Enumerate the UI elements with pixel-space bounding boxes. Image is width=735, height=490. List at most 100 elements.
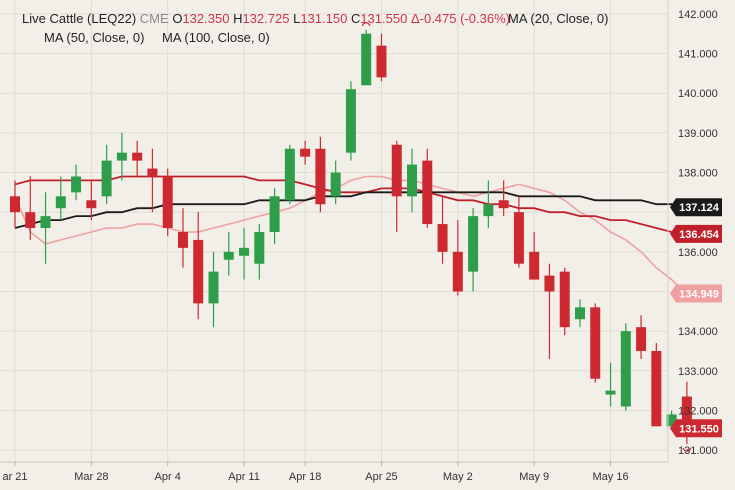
symbol-name: Live Cattle (LEQ22): [22, 11, 137, 26]
candle-up: [284, 144, 295, 205]
candle-body: [636, 327, 647, 351]
candle-body: [361, 33, 372, 86]
candle-down: [376, 33, 387, 82]
candle-body: [681, 396, 692, 429]
candle-up: [620, 323, 631, 411]
candle-up: [605, 362, 616, 407]
high-marker: [361, 22, 371, 27]
candle-body: [529, 251, 540, 280]
candle-body: [177, 231, 188, 248]
candle-up: [208, 251, 219, 328]
y-tick-label: 139.000: [678, 128, 718, 140]
candle-body: [391, 144, 402, 197]
candle-body: [25, 212, 36, 229]
candle-body: [483, 204, 494, 217]
candle-up: [101, 144, 112, 205]
moving-averages: [14, 175, 688, 295]
candle-body: [330, 172, 341, 197]
price-label-text: 131.550: [679, 423, 719, 435]
candle-down: [513, 196, 524, 268]
candle-down: [544, 263, 555, 359]
y-tick-label: 133.000: [678, 366, 718, 378]
candle-body: [162, 176, 173, 229]
candle-up: [330, 160, 341, 205]
close-value: 131.550: [360, 11, 408, 26]
candle-down: [559, 267, 570, 336]
y-tick-label: 134.000: [678, 326, 718, 338]
x-tick-label: Apr 4: [155, 471, 181, 483]
candle-body: [223, 251, 234, 260]
candle-down: [437, 196, 448, 264]
ma50-line: [14, 175, 688, 235]
y-tick-label: 140.000: [678, 88, 718, 100]
x-tick-label: ar 21: [2, 471, 27, 483]
candle-body: [407, 164, 418, 197]
candle-up: [361, 29, 372, 86]
candle-up: [71, 164, 82, 201]
candle-down: [300, 140, 311, 165]
y-tick-label: 138.000: [678, 168, 718, 180]
price-labels: 137.124 136.454 134.949 131.550: [670, 198, 722, 438]
candle-down: [86, 180, 97, 221]
price-label-text: 134.949: [679, 288, 719, 300]
ma20-line: [14, 175, 688, 295]
ma20-legend[interactable]: MA (20, Close, 0): [508, 11, 609, 26]
candle-body: [193, 239, 204, 304]
candle-down: [193, 212, 204, 320]
price-label-bg: [670, 419, 722, 438]
ma100-legend[interactable]: MA (100, Close, 0): [162, 30, 270, 45]
price-label: 131.550: [670, 419, 722, 438]
x-tick-label: May 9: [519, 471, 549, 483]
candle-body: [345, 89, 356, 153]
y-tick-label: 141.000: [678, 49, 718, 61]
candle-body: [376, 45, 387, 78]
candle-down: [422, 148, 433, 229]
candle-body: [71, 176, 82, 193]
candle-down: [147, 148, 158, 213]
candle-body: [116, 152, 127, 161]
grid: [0, 0, 668, 462]
x-tick-label: May 2: [443, 471, 473, 483]
candle-up: [116, 132, 127, 181]
candle-down: [590, 303, 601, 383]
candle-up: [269, 188, 280, 244]
candle-body: [86, 200, 97, 209]
price-label-bg: [670, 284, 722, 303]
price-label-bg: [670, 198, 722, 217]
candle-body: [132, 152, 143, 161]
ma50-legend[interactable]: MA (50, Close, 0): [44, 30, 145, 45]
high-label: H: [233, 11, 243, 26]
ohlc-legend: Live Cattle (LEQ22) CME O132.350 H132.72…: [22, 11, 510, 26]
candle-body: [452, 251, 463, 292]
candle-body: [300, 148, 311, 157]
candle-down: [452, 220, 463, 296]
candle-body: [239, 247, 250, 256]
low-marker: [682, 447, 692, 452]
candle-body: [269, 196, 280, 232]
candle-down: [10, 180, 20, 229]
candle-body: [101, 160, 112, 197]
candle-body: [620, 331, 631, 407]
y-tick-label: 131.000: [678, 445, 718, 457]
candle-body: [559, 271, 570, 328]
price-label-text: 137.124: [679, 202, 720, 214]
ma100-line: [14, 191, 688, 229]
candle-down: [132, 140, 143, 177]
candle-body: [574, 307, 585, 320]
y-tick-label: 132.000: [678, 405, 718, 417]
candle-up: [40, 192, 51, 264]
candle-body: [10, 196, 20, 213]
low-label: L: [293, 11, 301, 26]
x-tick-label: Apr 25: [365, 471, 397, 483]
candle-body: [544, 275, 555, 292]
candle-up: [223, 231, 234, 276]
change-value: Δ-0.475 (-0.36%): [410, 11, 510, 26]
price-label: 136.454: [670, 224, 722, 243]
candle-body: [605, 390, 616, 395]
candle-down: [529, 231, 540, 280]
price-label-text: 136.454: [679, 229, 720, 241]
candle-body: [437, 224, 448, 252]
candle-up: [254, 224, 265, 280]
